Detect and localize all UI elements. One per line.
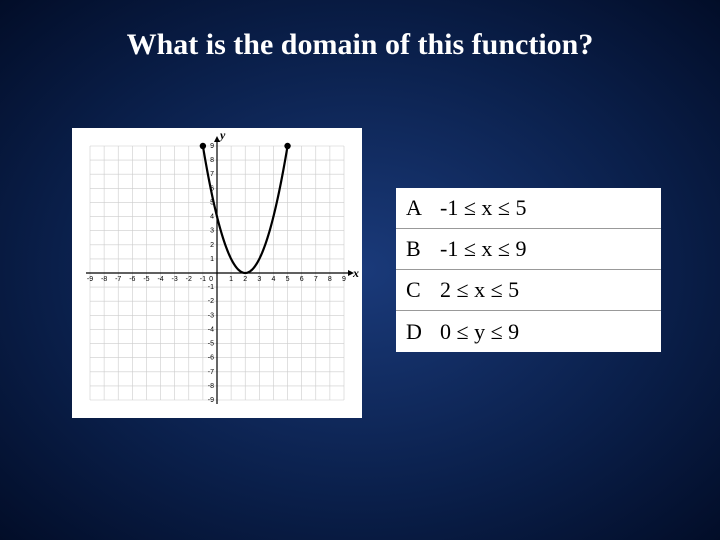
svg-text:-1: -1	[200, 276, 206, 283]
graph-panel: -9 -8 -7 -6 -5 -4 -3 -2 -1 1 2 3 4 5 6 7 8 9 -9 -8 -7 -6 -5 -4 -…	[72, 128, 362, 418]
question-title: What is the domain of this function?	[0, 28, 720, 62]
svg-text:-6: -6	[129, 276, 135, 283]
svg-text:-7: -7	[115, 276, 121, 283]
answer-letter: B	[406, 236, 440, 262]
svg-text:9: 9	[210, 143, 214, 150]
svg-text:-9: -9	[87, 276, 93, 283]
svg-text:-8: -8	[208, 383, 214, 390]
svg-text:-2: -2	[208, 298, 214, 305]
svg-text:2: 2	[243, 276, 247, 283]
svg-text:4: 4	[210, 214, 214, 221]
svg-text:5: 5	[286, 276, 290, 283]
answer-letter: D	[406, 319, 440, 345]
svg-text:-1: -1	[208, 284, 214, 291]
answer-row: B -1 ≤ x ≤ 9	[396, 229, 661, 270]
svg-text:-4: -4	[208, 326, 214, 333]
answer-row: D 0 ≤ y ≤ 9	[396, 311, 661, 352]
svg-text:-2: -2	[186, 276, 192, 283]
svg-text:7: 7	[314, 276, 318, 283]
answer-text: -1 ≤ x ≤ 5	[440, 195, 651, 221]
svg-text:9: 9	[342, 276, 346, 283]
answer-row: A -1 ≤ x ≤ 5	[396, 188, 661, 229]
svg-text:3: 3	[257, 276, 261, 283]
svg-text:1: 1	[229, 276, 233, 283]
svg-text:-8: -8	[101, 276, 107, 283]
svg-text:3: 3	[210, 228, 214, 235]
answer-letter: A	[406, 195, 440, 221]
answer-text: -1 ≤ x ≤ 9	[440, 236, 651, 262]
answer-text: 2 ≤ x ≤ 5	[440, 277, 651, 303]
answer-row: C 2 ≤ x ≤ 5	[396, 270, 661, 311]
svg-text:-5: -5	[208, 341, 214, 348]
svg-text:1: 1	[210, 256, 214, 263]
svg-text:7: 7	[210, 171, 214, 178]
svg-text:-3: -3	[172, 276, 178, 283]
answer-letter: C	[406, 277, 440, 303]
function-graph: -9 -8 -7 -6 -5 -4 -3 -2 -1 1 2 3 4 5 6 7 8 9 -9 -8 -7 -6 -5 -4 -…	[72, 128, 362, 418]
svg-text:x: x	[352, 266, 359, 280]
answer-table: A -1 ≤ x ≤ 5 B -1 ≤ x ≤ 9 C 2 ≤ x ≤ 5 D …	[396, 188, 661, 352]
svg-text:-4: -4	[157, 276, 163, 283]
svg-text:y: y	[218, 128, 226, 142]
svg-text:4: 4	[271, 276, 275, 283]
svg-text:-5: -5	[143, 276, 149, 283]
answer-text: 0 ≤ y ≤ 9	[440, 319, 651, 345]
svg-text:-3: -3	[208, 312, 214, 319]
svg-text:8: 8	[328, 276, 332, 283]
svg-text:8: 8	[210, 157, 214, 164]
svg-text:-9: -9	[208, 397, 214, 404]
svg-text:-6: -6	[208, 355, 214, 362]
svg-text:6: 6	[300, 276, 304, 283]
svg-text:0: 0	[209, 276, 213, 283]
svg-text:2: 2	[210, 242, 214, 249]
svg-text:-7: -7	[208, 369, 214, 376]
